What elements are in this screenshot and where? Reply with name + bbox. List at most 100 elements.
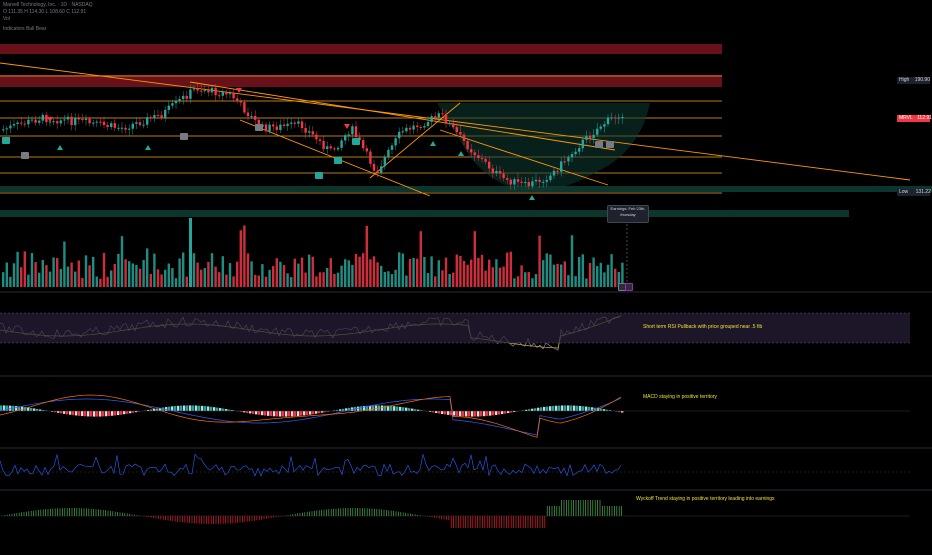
macd-histogram-bar: [456, 411, 458, 416]
earnings-tooltip[interactable]: Earnings: Feb 23th, thursday: [607, 205, 649, 223]
volume-bar: [438, 260, 440, 287]
volume-bar: [294, 259, 296, 287]
volume-bar: [405, 276, 407, 287]
candle-body: [369, 151, 371, 163]
volume-bar: [297, 264, 299, 287]
candle-body: [391, 145, 393, 149]
symbol-legend[interactable]: Marvell Technology, Inc. · 1D · NASDAQ: [3, 2, 93, 9]
candle-body: [488, 162, 490, 169]
candle-body: [463, 135, 465, 141]
volume-bar: [78, 261, 80, 287]
macd-histogram-bar: [537, 408, 539, 411]
macd-histogram-bar: [447, 411, 449, 415]
macd-histogram-bar: [438, 411, 440, 414]
candle-body: [200, 91, 202, 92]
macd-histogram-bar: [222, 409, 224, 411]
volume-bar: [488, 260, 490, 287]
candle-body: [423, 126, 425, 127]
volume-bar: [592, 258, 594, 287]
volume-bar: [373, 256, 375, 287]
volume-legend[interactable]: Vol: [3, 16, 10, 23]
volume-bar: [308, 255, 310, 287]
volume-bar: [124, 259, 126, 287]
macd-histogram-bar: [291, 411, 293, 416]
volume-bar: [81, 278, 83, 287]
macd-histogram-bar: [90, 411, 92, 417]
macd-histogram-bar: [75, 411, 77, 415]
macd-histogram-bar: [165, 407, 167, 411]
candle-body: [236, 98, 238, 101]
candle-body: [373, 164, 375, 171]
volume-bar: [13, 263, 15, 287]
macd-histogram-bar: [105, 411, 107, 416]
low-price-tag: Low 131.22: [897, 189, 930, 196]
candle-body: [387, 150, 389, 157]
wyckoff-annotation: Wyckoff Trend staying in positive territ…: [636, 496, 775, 502]
volume-bar: [603, 272, 605, 287]
resistance-zone-top: [0, 44, 722, 54]
macd-histogram-bar: [282, 411, 284, 417]
candle-body: [312, 131, 314, 134]
earnings-icon[interactable]: [625, 283, 633, 291]
candle-body: [441, 113, 443, 114]
candle-body: [430, 116, 432, 122]
macd-histogram-bar: [216, 408, 218, 411]
triangle-up-icon: [529, 195, 535, 200]
macd-histogram-bar: [552, 406, 554, 411]
macd-histogram-bar: [189, 405, 191, 411]
volume-bar: [150, 274, 152, 287]
candle-body: [225, 92, 227, 94]
macd-histogram-bar: [390, 406, 392, 411]
macd-histogram-bar: [177, 406, 179, 411]
macd-histogram-bar: [36, 409, 38, 411]
candle-body: [78, 118, 80, 119]
macd-histogram-bar: [303, 411, 305, 415]
indicator-legend[interactable]: Indicators Bull Bear: [3, 26, 46, 33]
macd-histogram-bar: [192, 405, 194, 411]
macd-histogram-bar: [381, 405, 383, 411]
macd-histogram-bar: [411, 409, 413, 411]
volume-bar: [578, 257, 580, 287]
candle-body: [222, 92, 224, 96]
volume-bar: [366, 226, 368, 287]
candle-body: [88, 119, 90, 123]
candle-body: [326, 146, 328, 149]
macd-histogram-bar: [108, 411, 110, 416]
volume-bar: [499, 268, 501, 287]
volume-bar: [362, 253, 364, 287]
volume-bar: [484, 271, 486, 287]
volume-bar: [139, 269, 141, 287]
volume-bar: [88, 265, 90, 287]
volume-bar: [63, 242, 65, 287]
candle-body: [67, 117, 69, 120]
candle-body: [196, 89, 198, 91]
macd-histogram-bar: [171, 406, 173, 411]
macd-histogram-bar: [339, 409, 341, 411]
cup-pattern: [437, 103, 650, 191]
macd-histogram-bar: [57, 411, 59, 413]
candle-body: [556, 171, 558, 172]
volume-bar: [348, 260, 350, 287]
volume-bar: [254, 275, 256, 287]
volume-bar: [546, 253, 548, 287]
macd-histogram-bar: [87, 411, 89, 416]
buy-label-icon: [255, 124, 263, 131]
buy-label-icon: [315, 172, 323, 179]
candle-body: [218, 95, 220, 96]
candle-body: [229, 93, 231, 94]
volume-bar: [34, 262, 36, 287]
macd-histogram-bar: [72, 411, 74, 415]
volume-bar: [506, 253, 508, 287]
macd-histogram-bar: [201, 406, 203, 411]
candle-body: [308, 131, 310, 132]
volume-bar: [128, 261, 130, 287]
triangle-up-icon: [458, 151, 464, 156]
macd-histogram-bar: [504, 411, 506, 414]
candle-body: [610, 117, 612, 118]
volume-bar: [85, 255, 87, 287]
volume-bar: [567, 275, 569, 287]
macd-histogram-bar: [576, 406, 578, 411]
macd-histogram-bar: [435, 411, 437, 413]
